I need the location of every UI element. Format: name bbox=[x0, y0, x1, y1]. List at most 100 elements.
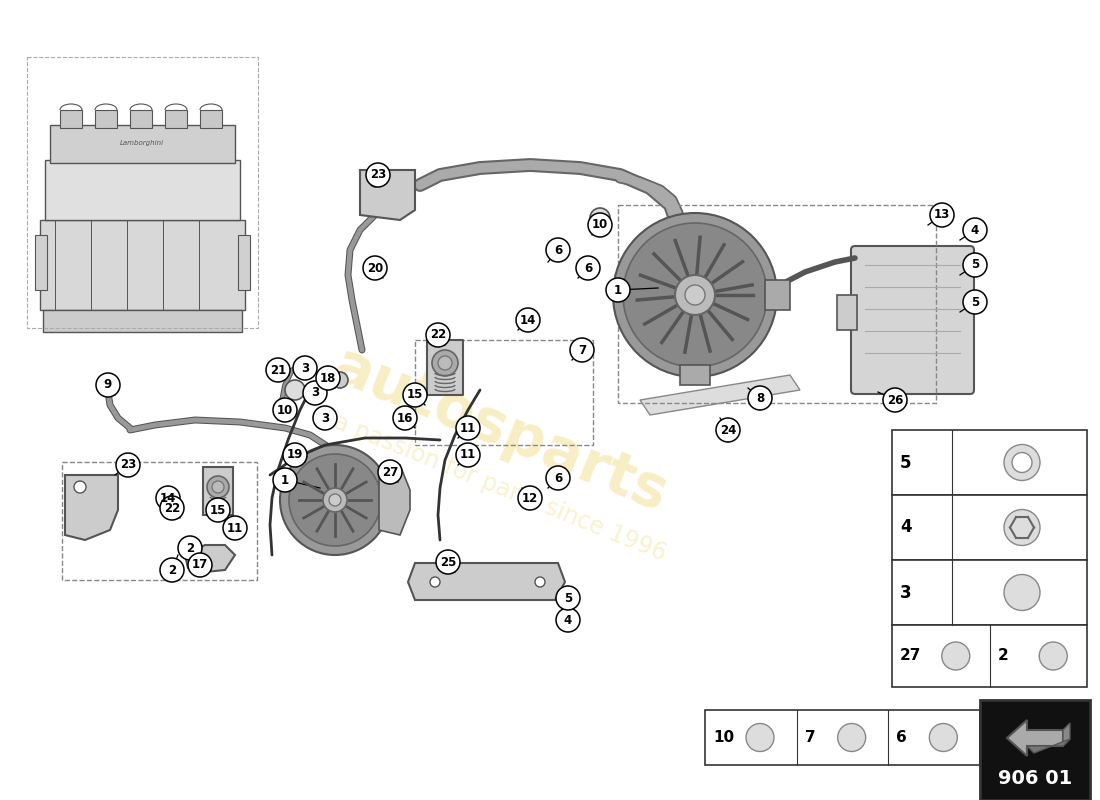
Text: 27: 27 bbox=[900, 649, 922, 663]
Circle shape bbox=[556, 608, 580, 632]
Text: 21: 21 bbox=[270, 363, 286, 377]
Circle shape bbox=[293, 356, 317, 380]
Circle shape bbox=[206, 498, 230, 522]
Circle shape bbox=[316, 366, 340, 390]
Text: 6: 6 bbox=[554, 243, 562, 257]
Text: 8: 8 bbox=[756, 391, 764, 405]
Circle shape bbox=[456, 443, 480, 467]
Circle shape bbox=[962, 253, 987, 277]
Polygon shape bbox=[640, 375, 800, 415]
Polygon shape bbox=[379, 465, 410, 535]
Bar bbox=[204, 467, 233, 515]
Bar bbox=[680, 365, 710, 385]
Text: 24: 24 bbox=[719, 423, 736, 437]
Polygon shape bbox=[65, 475, 118, 540]
Polygon shape bbox=[408, 563, 565, 600]
Circle shape bbox=[116, 453, 140, 477]
Circle shape bbox=[285, 380, 305, 400]
Text: 9: 9 bbox=[103, 378, 112, 391]
Circle shape bbox=[588, 213, 612, 237]
Circle shape bbox=[156, 486, 180, 510]
Circle shape bbox=[685, 285, 705, 305]
Bar bbox=[892, 495, 1087, 560]
Text: 14: 14 bbox=[160, 491, 176, 505]
Circle shape bbox=[930, 723, 957, 751]
Bar bbox=[62, 462, 257, 580]
Circle shape bbox=[883, 388, 908, 412]
Text: 27: 27 bbox=[382, 466, 398, 478]
Circle shape bbox=[930, 203, 954, 227]
Text: 1: 1 bbox=[280, 474, 289, 486]
Circle shape bbox=[962, 290, 987, 314]
Circle shape bbox=[430, 577, 440, 587]
Text: 2: 2 bbox=[998, 649, 1009, 663]
Text: autosparts: autosparts bbox=[324, 337, 675, 523]
Text: 22: 22 bbox=[430, 329, 447, 342]
Circle shape bbox=[314, 406, 337, 430]
FancyBboxPatch shape bbox=[851, 246, 974, 394]
Bar bbox=[427, 340, 463, 395]
Circle shape bbox=[289, 454, 381, 546]
Text: 14: 14 bbox=[520, 314, 536, 326]
Circle shape bbox=[962, 218, 987, 242]
Circle shape bbox=[623, 223, 767, 367]
Circle shape bbox=[613, 213, 777, 377]
Bar bbox=[60, 110, 82, 128]
Text: 26: 26 bbox=[887, 394, 903, 406]
Bar bbox=[28, 57, 258, 328]
Text: 22: 22 bbox=[164, 502, 180, 514]
Circle shape bbox=[332, 372, 348, 388]
Text: 19: 19 bbox=[287, 449, 304, 462]
Circle shape bbox=[160, 496, 184, 520]
Circle shape bbox=[207, 476, 229, 498]
Text: 11: 11 bbox=[460, 449, 476, 462]
Bar bbox=[705, 710, 980, 765]
Circle shape bbox=[1004, 445, 1040, 481]
Circle shape bbox=[436, 550, 460, 574]
Text: 4: 4 bbox=[900, 518, 912, 537]
Bar bbox=[618, 205, 936, 403]
Text: 6: 6 bbox=[584, 262, 592, 274]
Text: 7: 7 bbox=[578, 343, 586, 357]
Polygon shape bbox=[1006, 720, 1063, 756]
Text: 18: 18 bbox=[320, 371, 337, 385]
Bar bbox=[415, 340, 593, 445]
Circle shape bbox=[535, 577, 544, 587]
Circle shape bbox=[378, 460, 402, 484]
Text: 3: 3 bbox=[301, 362, 309, 374]
Text: 1: 1 bbox=[614, 283, 623, 297]
Text: 17: 17 bbox=[191, 558, 208, 571]
Circle shape bbox=[576, 256, 600, 280]
Text: 11: 11 bbox=[227, 522, 243, 534]
Bar bbox=[892, 625, 1087, 687]
Text: 23: 23 bbox=[120, 458, 136, 471]
Bar bbox=[130, 110, 152, 128]
Circle shape bbox=[393, 406, 417, 430]
Circle shape bbox=[370, 177, 379, 187]
Bar bbox=[43, 310, 242, 332]
Text: 7: 7 bbox=[805, 730, 815, 745]
Circle shape bbox=[178, 536, 202, 560]
Circle shape bbox=[606, 278, 630, 302]
Text: 3: 3 bbox=[321, 411, 329, 425]
Circle shape bbox=[302, 381, 327, 405]
Bar bbox=[50, 125, 235, 163]
Text: 15: 15 bbox=[210, 503, 227, 517]
Text: 15: 15 bbox=[407, 389, 424, 402]
Circle shape bbox=[160, 558, 184, 582]
Text: 5: 5 bbox=[971, 295, 979, 309]
Bar bbox=[764, 280, 790, 310]
Bar bbox=[200, 110, 222, 128]
Circle shape bbox=[223, 516, 248, 540]
Circle shape bbox=[516, 308, 540, 332]
Polygon shape bbox=[1027, 739, 1070, 753]
Circle shape bbox=[283, 443, 307, 467]
Circle shape bbox=[188, 553, 212, 577]
Circle shape bbox=[942, 642, 970, 670]
Circle shape bbox=[426, 323, 450, 347]
Circle shape bbox=[456, 416, 480, 440]
Text: 5: 5 bbox=[900, 454, 912, 471]
Text: 5: 5 bbox=[564, 591, 572, 605]
Text: 2: 2 bbox=[168, 563, 176, 577]
Circle shape bbox=[570, 338, 594, 362]
